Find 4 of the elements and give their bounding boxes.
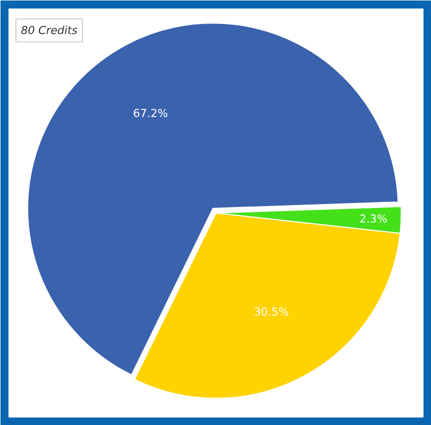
text: 80 Credits xyxy=(20,24,78,37)
data-label: 2.3% xyxy=(359,212,388,226)
data-label: 67.2% xyxy=(133,106,168,120)
data-label: 30.5% xyxy=(254,306,289,319)
